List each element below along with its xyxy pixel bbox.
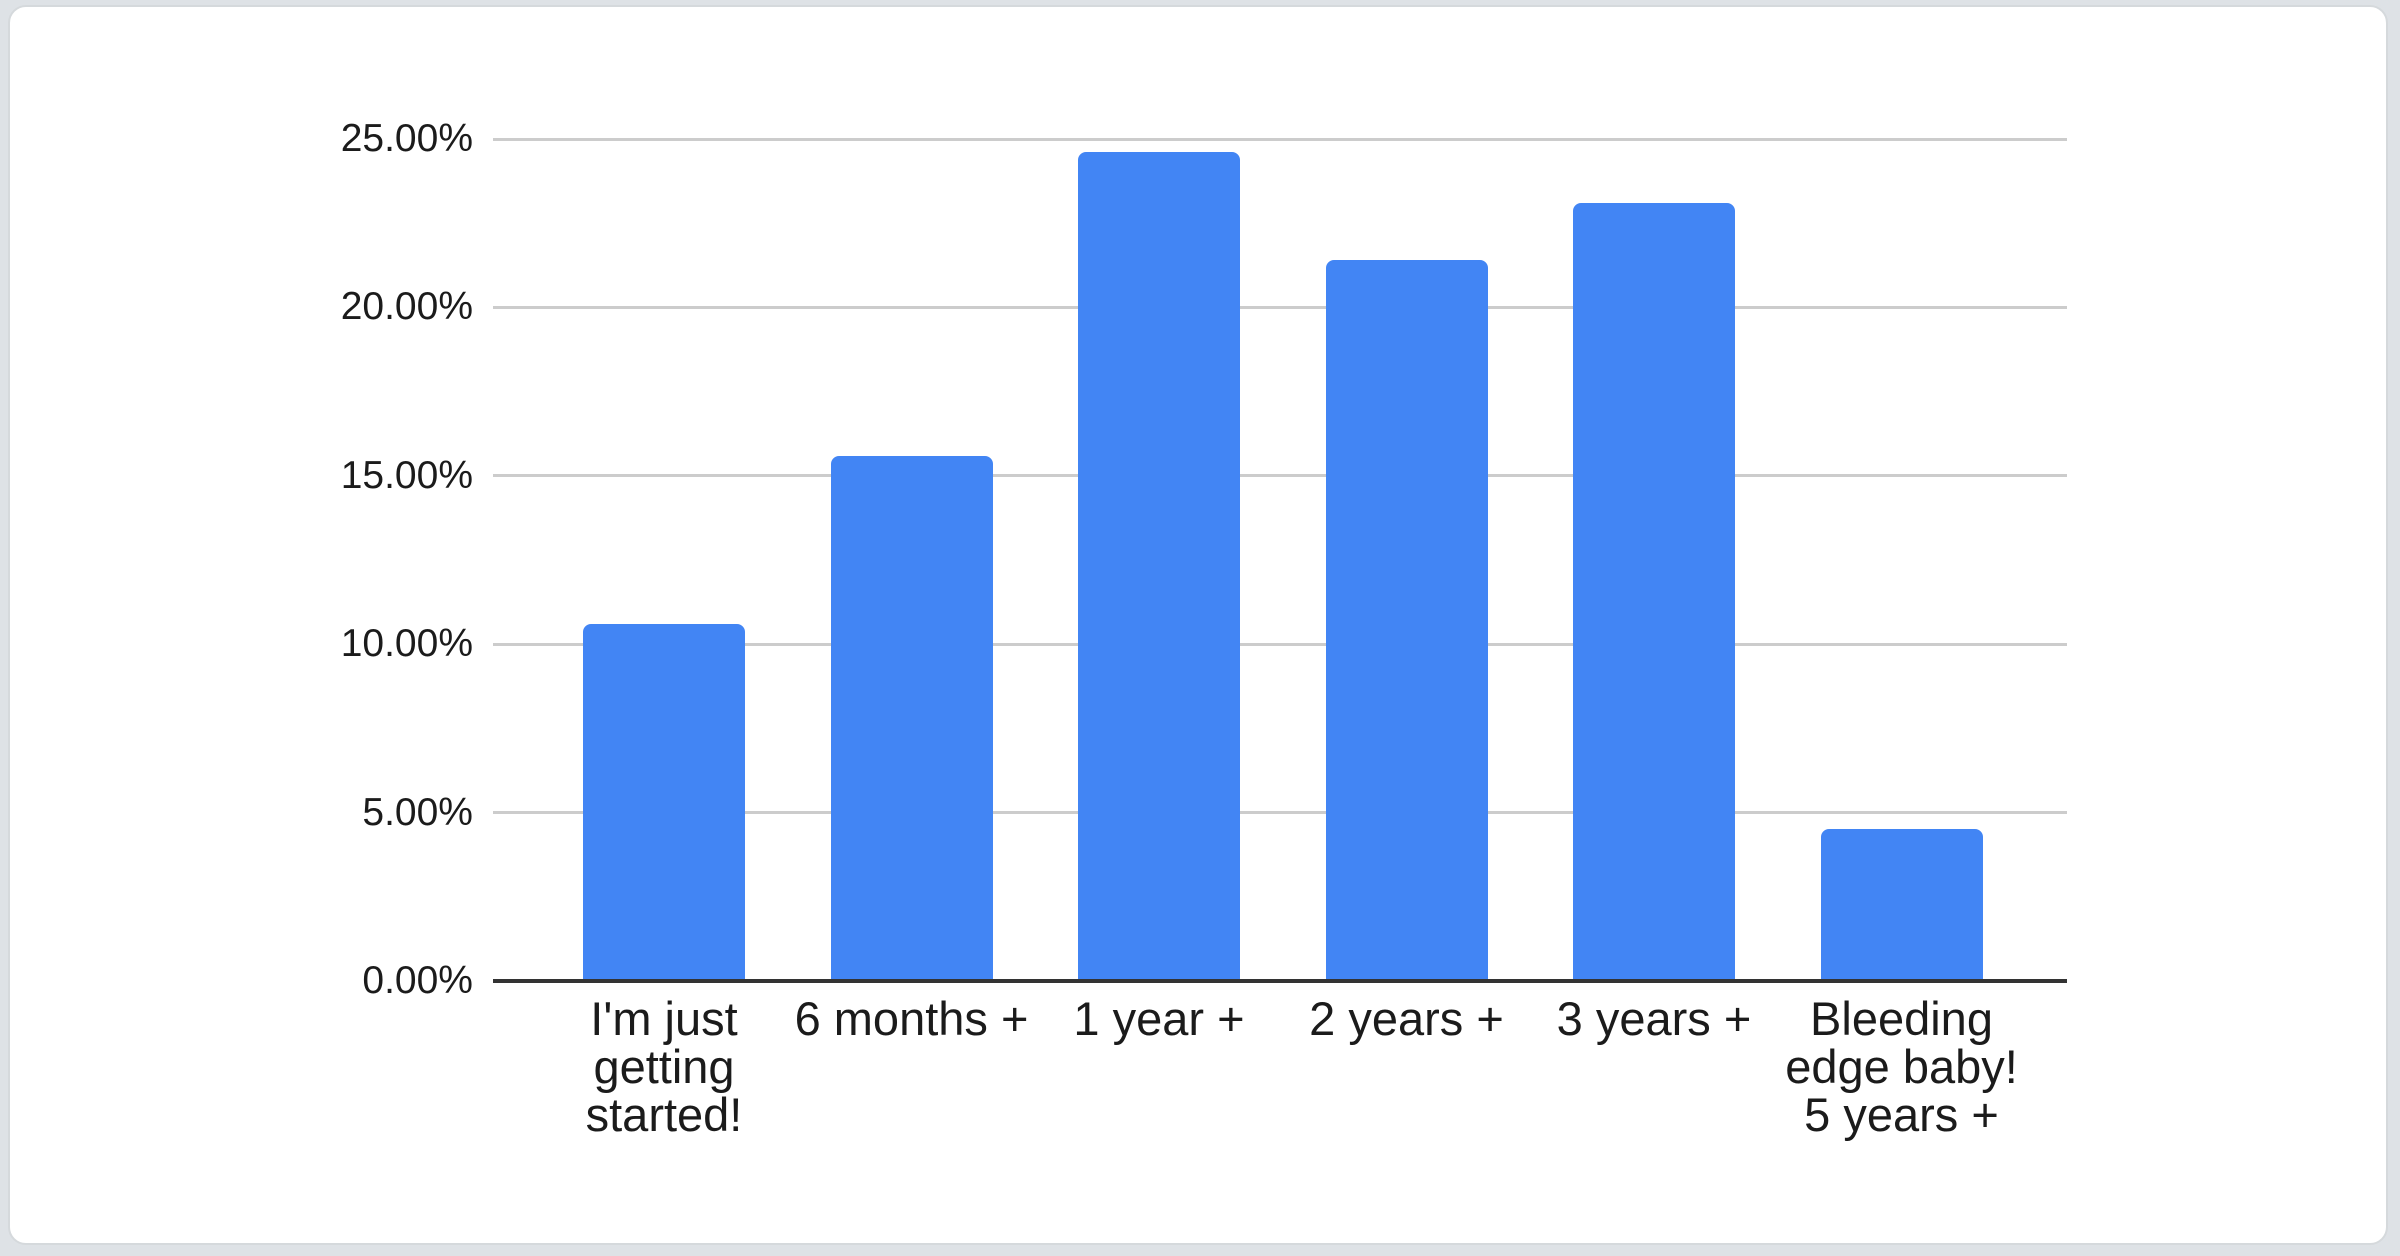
gridline	[493, 305, 2067, 309]
bar-3[interactable]	[1078, 152, 1240, 981]
gridline	[493, 642, 2067, 646]
gridline	[493, 474, 2067, 478]
bar-1[interactable]	[583, 623, 745, 981]
y-axis-tick-label: 25.00%	[340, 117, 473, 160]
x-axis-category-label: 1 year +	[1073, 992, 1245, 1045]
y-axis-tick-label: 10.00%	[340, 622, 473, 666]
x-axis-category-label: 3 years +	[1556, 992, 1752, 1045]
bar-4[interactable]	[1325, 260, 1488, 981]
x-axis-line	[493, 979, 2067, 983]
y-axis-tick-label: 5.00%	[362, 790, 473, 834]
x-axis-category-label: 2 years +	[1309, 992, 1504, 1045]
bar-2[interactable]	[830, 455, 993, 981]
gridline	[493, 137, 2067, 141]
x-axis-category-label: I'm just getting started!	[585, 992, 743, 1141]
x-axis-category-label: Bleeding edge baby! 5 years +	[1785, 992, 2018, 1141]
y-axis-tick-label: 0.00%	[362, 959, 473, 1002]
x-axis-category-label: 6 months +	[794, 992, 1029, 1045]
y-axis-tick-label: 20.00%	[340, 285, 473, 329]
bar-6[interactable]	[1820, 829, 1983, 981]
y-axis-tick-label: 15.00%	[340, 453, 473, 497]
gridline	[493, 811, 2067, 815]
bar-5[interactable]	[1573, 202, 1735, 981]
